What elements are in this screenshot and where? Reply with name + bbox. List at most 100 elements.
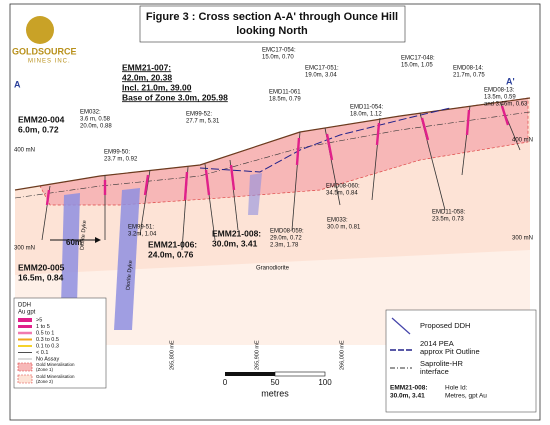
title: looking North <box>236 25 308 37</box>
hole-annotation: 3.6 m, 0.58 <box>80 117 111 123</box>
dyke <box>114 188 140 330</box>
hole-annotation: EMD08-060: <box>326 184 360 190</box>
hole-annotation: 21.7m, 0.75 <box>453 73 485 79</box>
easting-label: 265,800 mE <box>169 340 175 370</box>
hole-annotation: EM99-50: <box>104 150 130 156</box>
scale-label: 0 <box>223 378 228 387</box>
hole-annotation: 29.0m, 0.72 <box>270 236 302 242</box>
legend-label: 2014 PEA <box>420 339 454 348</box>
hole-annotation: 16.5m, 0.84 <box>18 272 64 282</box>
legend-label: interface <box>420 367 449 376</box>
hole-annotation: 18.0m, 1.12 <box>350 112 382 118</box>
logo-name: GOLDSOURCE <box>12 46 77 56</box>
legend-example: EMM21-008: <box>390 385 428 392</box>
legend-label: Saprolite-HR <box>420 359 464 368</box>
section-end: A <box>14 79 21 89</box>
hole-annotation: EMM21-007: <box>122 62 171 72</box>
hole-annotation: EMM21-006: <box>148 239 197 249</box>
hole-annotation: EM032: <box>80 110 101 116</box>
hole-annotation: 23.5m, 0.73 <box>432 217 464 223</box>
title: Figure 3 : Cross section A-A' through Ou… <box>146 11 398 23</box>
hole-annotation: 30.0 m, 0.81 <box>327 225 361 231</box>
hole-annotation: EMC17-048: <box>401 56 435 62</box>
assay-intervals <box>45 105 510 206</box>
scale-label: 100 <box>318 378 332 387</box>
hole-annotation: EMD11-054: <box>350 105 384 111</box>
hole-annotation: EMD11-058: <box>432 210 466 216</box>
hole-annotation: 6.0m, 0.72 <box>18 124 59 134</box>
legend-label: Proposed DDH <box>420 321 470 330</box>
legend-label: approx Pit Outline <box>420 347 480 356</box>
hole-annotation: EMD11-061 <box>269 90 301 96</box>
width-label: 60m <box>66 238 82 247</box>
legend-example: 30.0m, 3.41 <box>390 393 425 400</box>
legend-right <box>385 309 537 413</box>
hole-annotation: EMM20-005 <box>18 262 65 272</box>
labels: Figure 3 : Cross section A-A' through Ou… <box>12 11 533 400</box>
hole-annotation: 19.0m, 3.04 <box>305 73 337 79</box>
legend-swatch <box>17 362 33 372</box>
legend-label: Gold Mineralisation <box>36 362 75 367</box>
hole-annotation: 30.0m, 3.41 <box>212 238 258 248</box>
dyke-label: Diorite Dyke <box>79 220 88 250</box>
elevation-label: 300 mN <box>14 246 35 252</box>
hole-annotation: 20.0m, 0.88 <box>80 124 112 130</box>
hole-annotation: EM99-51: <box>128 225 154 231</box>
saprolite-line <box>14 111 531 199</box>
legend-swatch <box>17 374 33 384</box>
hole-annotation: EMC17-051: <box>305 66 339 72</box>
hole-annotation: EMD08-14: <box>453 66 484 72</box>
hole-annotation: 3.2m, 1.04 <box>128 232 157 238</box>
hole-annotation: 2.3m, 1.78 <box>270 243 299 249</box>
legend-left <box>13 297 107 389</box>
legend-example: Metres, gpt Au <box>445 393 487 400</box>
legend-example: Hole Id: <box>445 385 468 392</box>
title-box <box>139 5 406 43</box>
hole-annotation: and 3.46m, 0.63 <box>484 102 528 108</box>
hole-annotation: 34.5m, 0.84 <box>326 191 358 197</box>
hole-annotation: EMD08-13: <box>484 88 515 94</box>
hole-annotation: 13.5m, 0.59 <box>484 95 516 101</box>
legend-label: No Assay <box>36 356 59 362</box>
topography <box>14 97 531 191</box>
scale-bar <box>274 371 326 377</box>
legend-label: 1 to 5 <box>36 324 50 330</box>
legend-title: Au gpt <box>18 310 36 316</box>
elevation-label: 400 mN <box>14 148 35 154</box>
hole-annotation: EM99-52: <box>186 112 212 118</box>
hole-annotation: EMM21-008: <box>212 228 261 238</box>
hole-annotation: Base of Zone 3.0m, 205.98 <box>122 92 228 102</box>
dyke-label: Diorite Dyke <box>125 260 134 290</box>
legend-swatch <box>391 317 411 335</box>
hole-annotation: 42.0m, 20.38 <box>122 72 172 82</box>
hole-annotation: 18.5m, 0.79 <box>269 97 301 103</box>
legend-title: DDH <box>18 303 31 309</box>
hole-annotation: Incl. 21.0m, 39.00 <box>122 82 192 92</box>
hole-annotation: 23.7 m, 0.92 <box>104 157 138 163</box>
hole-annotation: 24.0m, 0.76 <box>148 249 194 259</box>
legend-label: (Zone 1) <box>36 367 54 372</box>
scale-label: 50 <box>271 378 280 387</box>
pit-outline <box>199 107 451 173</box>
legend-label: 0.3 to 0.5 <box>36 337 59 343</box>
hole-annotation: EMC17-054: <box>262 48 296 54</box>
legend-label: Gold Mineralisation <box>36 374 75 379</box>
hole-annotation: 27.7 m, 5.31 <box>186 119 220 125</box>
legend-label: (Zone 2) <box>36 379 54 384</box>
legend-label: >5 <box>36 317 42 323</box>
elevation-label: 400 mN <box>512 138 533 144</box>
scale-unit: metres <box>261 388 289 398</box>
section-end: A' <box>506 76 515 86</box>
elevation-label: 300 mN <box>512 236 533 242</box>
legend-label: 0.5 to 1 <box>36 330 54 336</box>
easting-label: 266,000 mE <box>339 340 345 370</box>
rock-label: Granodiorite <box>256 266 290 272</box>
dyke <box>248 173 262 215</box>
legend-label: 0.1 to 0.3 <box>36 343 59 349</box>
scale-bar <box>225 372 275 376</box>
hole-annotation: 15.0m, 0.70 <box>262 55 294 61</box>
hole-annotation: 15.0m, 1.05 <box>401 63 433 69</box>
hole-annotation: EMD08-059: <box>270 229 304 235</box>
logo-sub: MINES INC. <box>28 59 71 65</box>
